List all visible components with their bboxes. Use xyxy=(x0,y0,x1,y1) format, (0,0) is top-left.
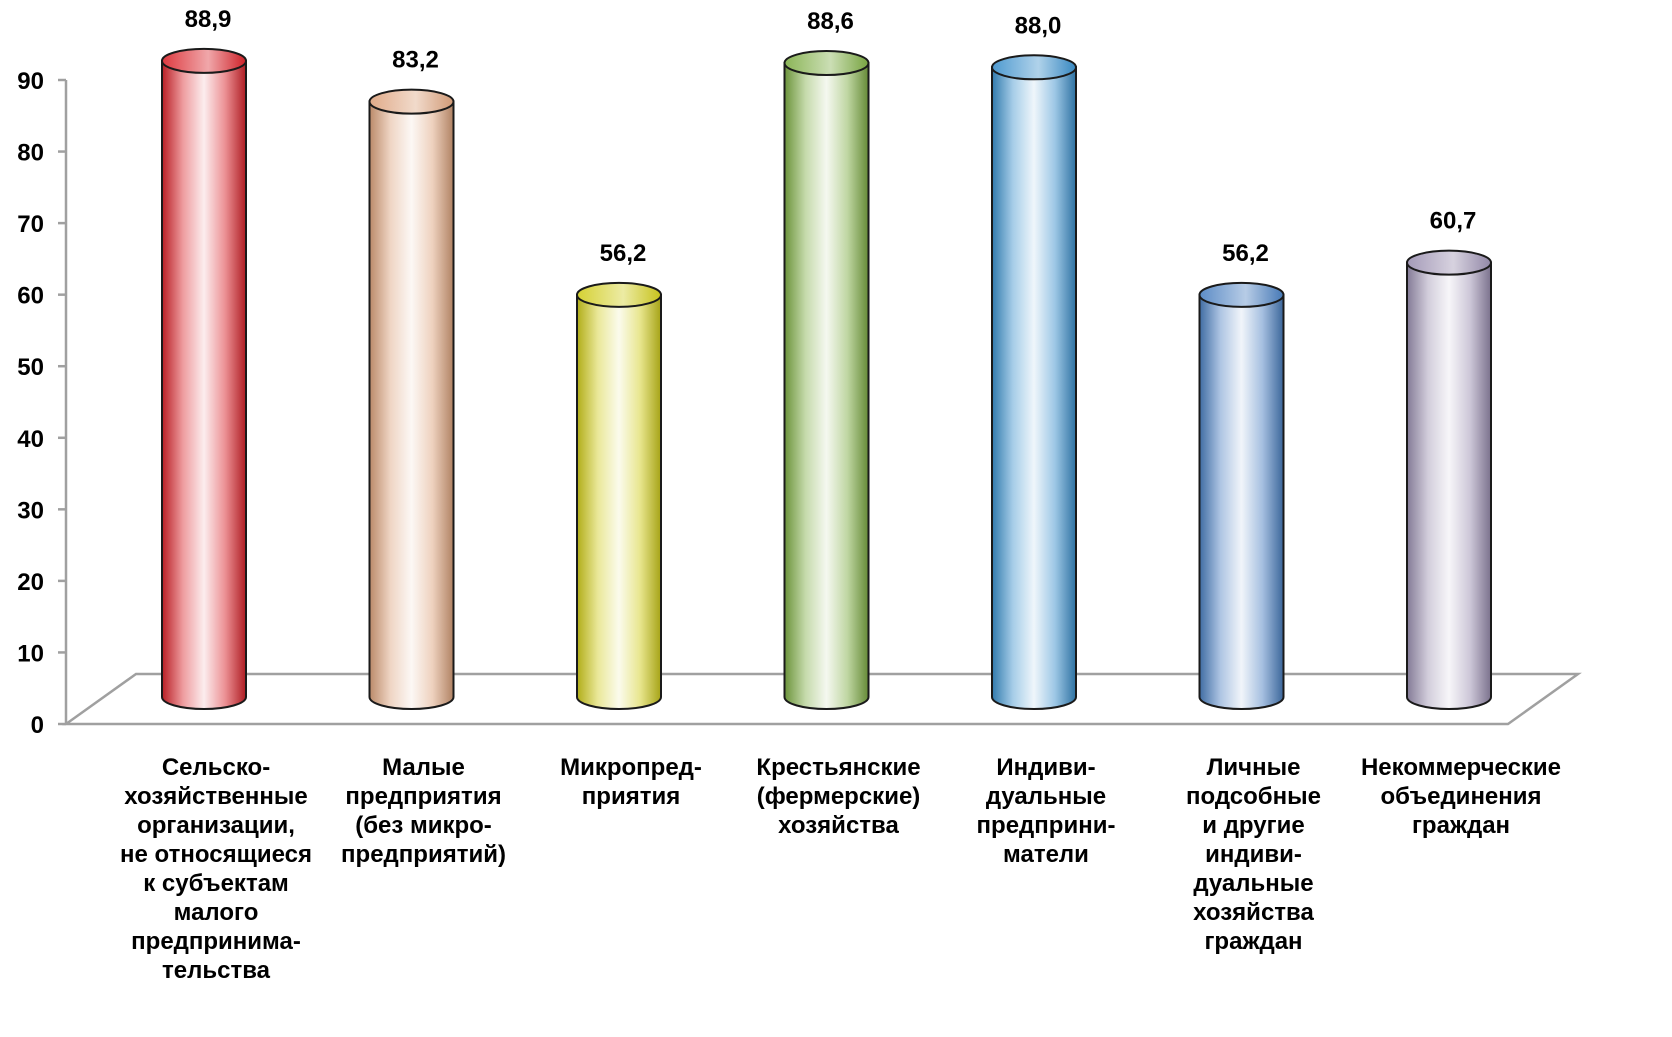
y-tick-label: 0 xyxy=(31,712,44,739)
bar-body xyxy=(368,100,455,710)
y-tick-label: 60 xyxy=(17,283,44,310)
data-label: 88,9 xyxy=(185,6,232,33)
x-tick-label-line: хозяйства xyxy=(778,812,899,839)
bar xyxy=(368,88,455,710)
x-tick-label-line: граждан xyxy=(1412,812,1510,839)
x-tick-label-line: Микропред- xyxy=(560,754,702,781)
x-tick-label-line: хозяйственные xyxy=(124,783,308,810)
x-tick-label-line: Индиви- xyxy=(996,754,1095,781)
x-tick-label-line: Некоммерческие xyxy=(1361,754,1561,781)
x-tick-label-line: предпринима- xyxy=(131,928,301,955)
bars xyxy=(161,47,1492,710)
bar-top xyxy=(1406,249,1492,276)
bar-body xyxy=(783,62,870,710)
bar-top xyxy=(991,54,1077,81)
value-labels: 88,9 83,2 56,2 88,6 88,0 56,2 60,7 xyxy=(185,6,1477,267)
x-tick-label-line: тельства xyxy=(162,957,271,984)
y-tick-label: 20 xyxy=(17,569,44,596)
bar-top xyxy=(368,88,455,115)
data-label: 88,6 xyxy=(807,8,854,35)
y-tick-label: 30 xyxy=(17,497,44,524)
x-tick-label-line: предприни- xyxy=(977,812,1116,839)
y-tick-label: 10 xyxy=(17,640,44,667)
bar-body xyxy=(576,293,662,710)
bar-top xyxy=(783,50,870,77)
x-tick-label-line: и другие xyxy=(1202,812,1304,839)
bar xyxy=(991,54,1077,710)
y-tick-label: 80 xyxy=(17,140,44,167)
x-tick-label-line: (без микро- xyxy=(355,812,492,839)
x-tick-label: Микропред-приятия xyxy=(560,754,702,810)
x-tick-label-line: дуальные xyxy=(986,783,1106,810)
x-tick-label-line: не относящиеся xyxy=(120,841,312,868)
bar-body xyxy=(991,66,1077,710)
bar-body xyxy=(161,59,247,710)
bar xyxy=(1406,249,1492,710)
x-tick-label-line: хозяйства xyxy=(1193,899,1314,926)
x-tick-label-line: (фермерские) xyxy=(757,783,921,810)
bar-body xyxy=(1198,293,1285,710)
y-tick-label: 70 xyxy=(17,211,44,238)
bar xyxy=(161,47,247,710)
bar-top xyxy=(161,47,247,74)
bar xyxy=(576,281,662,710)
x-tick-label-line: граждан xyxy=(1204,928,1302,955)
x-tick-label-line: индиви- xyxy=(1205,841,1302,868)
data-label: 60,7 xyxy=(1430,208,1477,235)
y-tick-label: 40 xyxy=(17,426,44,453)
x-tick-label-line: Крестьянские xyxy=(756,754,920,781)
data-label: 83,2 xyxy=(392,47,439,74)
x-tick-label-line: организации, xyxy=(137,812,295,839)
bar xyxy=(783,50,870,710)
bar-top xyxy=(576,281,662,308)
x-tick-label-line: объединения xyxy=(1380,783,1541,810)
x-tick-label-line: приятия xyxy=(582,783,680,810)
x-tick-label-line: матели xyxy=(1003,841,1089,868)
x-tick-label-line: подсобные xyxy=(1186,783,1321,810)
x-tick-label-line: малого xyxy=(174,899,259,926)
data-label: 56,2 xyxy=(1222,240,1269,267)
x-tick-label-line: предприятия xyxy=(345,783,501,810)
x-tick-label: Крестьянские(фермерские)хозяйства xyxy=(756,754,920,839)
y-tick-label: 50 xyxy=(17,354,44,381)
bar-top xyxy=(1198,281,1285,308)
x-tick-label-line: предприятий) xyxy=(341,841,506,868)
y-tick-label: 90 xyxy=(17,68,44,95)
x-tick-label-line: Малые xyxy=(382,754,465,781)
x-tick-label-line: Сельско- xyxy=(162,754,270,781)
y-axis: 0 10 20 30 40 50 60 70 80 90 xyxy=(17,68,68,739)
bar xyxy=(1198,281,1285,710)
x-tick-label-line: дуальные xyxy=(1193,870,1313,897)
x-tick-label-line: Личные xyxy=(1207,754,1301,781)
data-label: 88,0 xyxy=(1015,12,1062,39)
data-label: 56,2 xyxy=(600,240,647,267)
bar-body xyxy=(1406,261,1492,710)
x-tick-label-line: к субъектам xyxy=(143,870,289,897)
